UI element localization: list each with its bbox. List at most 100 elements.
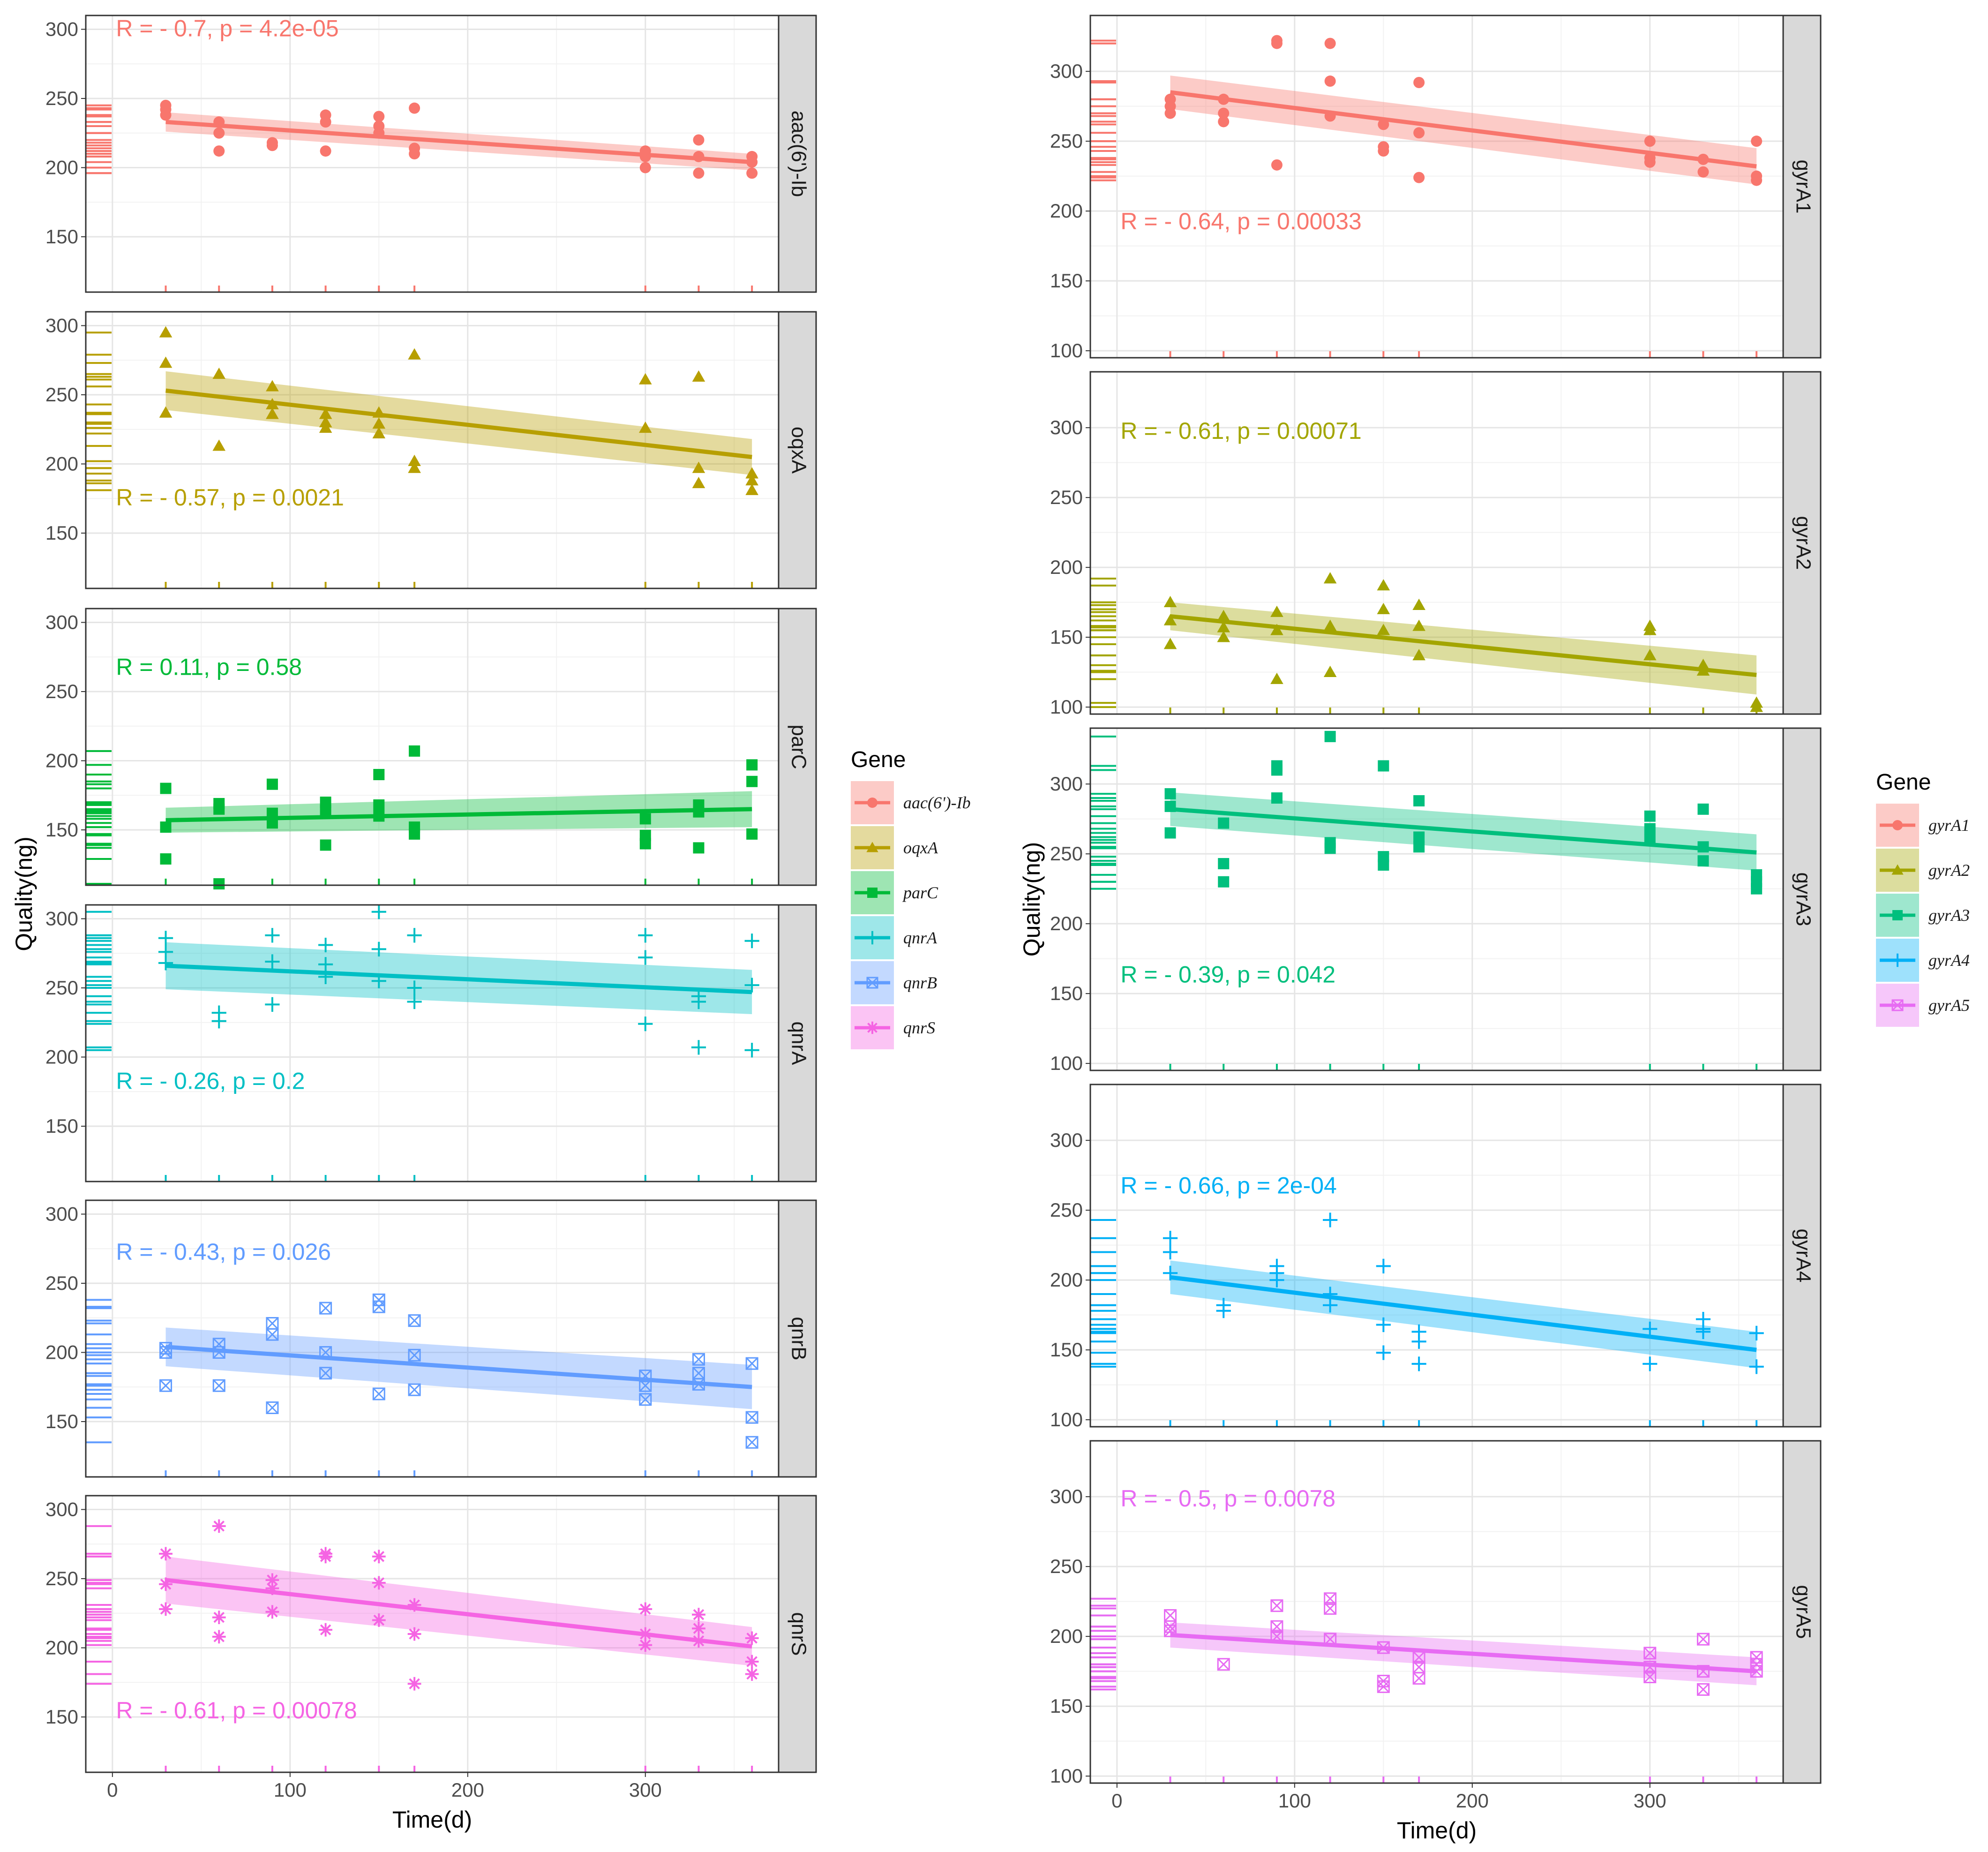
panel-background: [1090, 1084, 1783, 1427]
y-tick-label: 200: [45, 453, 78, 475]
data-point: [213, 127, 225, 139]
data-point: [638, 928, 653, 943]
legend-item-gyrA4: gyrA4: [1876, 939, 1970, 982]
facet-strip-label: aac(6')-Ib: [787, 111, 810, 197]
data-point: [372, 1613, 386, 1627]
data-point: [1270, 605, 1283, 617]
regression-line-qnrA: [165, 964, 752, 994]
facet-panel-parC: 150 200 250 300 R = 0.11, p = 0.58 parC: [45, 608, 817, 890]
correlation-annotation: R = - 0.5, p = 0.0078: [1120, 1485, 1335, 1512]
facet-strip: [778, 1199, 817, 1478]
data-point: [318, 937, 333, 953]
y-tick-label: 200: [45, 1046, 78, 1068]
data-point: [372, 417, 386, 429]
data-point: [1164, 788, 1176, 800]
y-tick-label: 300: [1050, 773, 1083, 795]
data-point: [1413, 795, 1425, 806]
facet-strip: [1782, 371, 1822, 715]
data-point: [745, 1357, 758, 1370]
data-point: [159, 1602, 173, 1616]
legend-item-gyrA3: gyrA3: [1876, 894, 1970, 937]
data-point: [265, 1605, 279, 1619]
data-point: [1377, 624, 1390, 635]
data-point: [265, 997, 280, 1012]
data-point: [318, 957, 333, 972]
data-point: [372, 427, 386, 438]
data-point: [1163, 1244, 1178, 1260]
facet-strip: [1782, 15, 1822, 359]
data-point: [1164, 827, 1176, 839]
facet-strip: [778, 608, 817, 886]
legend-key-symbol: [1891, 999, 1904, 1011]
legend-label: gyrA5: [1928, 996, 1970, 1015]
y-tick-label: 250: [1050, 486, 1083, 508]
correlation-annotation: R = 0.11, p = 0.58: [116, 654, 302, 680]
legend-label: parC: [902, 883, 938, 902]
data-point: [373, 799, 385, 811]
legend-label: qnrA: [903, 928, 938, 947]
data-point: [1217, 1658, 1230, 1671]
data-point: [1324, 38, 1336, 49]
data-point: [638, 1602, 653, 1616]
data-point: [408, 348, 421, 360]
data-point: [1376, 1258, 1391, 1273]
legend-item-gyrA2: gyrA2: [1876, 849, 1970, 892]
data-point: [265, 1581, 279, 1596]
correlation-annotation: R = - 0.57, p = 0.0021: [116, 484, 344, 511]
y-tick-label: 100: [1050, 339, 1083, 361]
legend-key-symbol: [866, 1021, 879, 1034]
facet-panel-aac(6')-Ib: 150 200 250 300 R = - 0.7, p = 4.2e-05 aac(6'…: [45, 15, 817, 293]
correlation-annotation: R = - 0.64, p = 0.00033: [1120, 208, 1361, 234]
data-point: [1643, 624, 1657, 635]
data-point: [1413, 77, 1425, 89]
legend-label: qnrB: [903, 973, 937, 992]
facet-strip-label: gyrA1: [1792, 160, 1815, 214]
regression-line-qnrS: [165, 1578, 752, 1649]
data-point: [746, 167, 758, 179]
data-point: [408, 1383, 421, 1396]
legend-item-parC: parC: [851, 871, 938, 914]
legend-key-symbol: [866, 842, 878, 852]
facet-strip-label: qnrA: [787, 1022, 810, 1066]
y-tick-label: 300: [1050, 1485, 1083, 1507]
data-point: [1164, 107, 1176, 119]
data-point: [1413, 127, 1425, 139]
y-tick-label: 200: [1050, 1625, 1083, 1647]
y-tick-label: 150: [1050, 270, 1083, 292]
data-point: [693, 842, 705, 854]
data-point: [212, 1611, 226, 1624]
data-point: [1413, 172, 1425, 183]
legend-label: gyrA3: [1928, 906, 1970, 925]
data-point: [409, 828, 420, 840]
data-point: [1323, 1212, 1338, 1227]
y-tick-label: 150: [1050, 626, 1083, 648]
data-point: [373, 769, 385, 780]
data-point: [265, 954, 280, 969]
data-point: [1697, 166, 1709, 178]
data-point: [639, 162, 651, 173]
y-tick-label: 300: [45, 1498, 78, 1521]
legend-key-symbol: [1890, 953, 1905, 967]
legend-key-symbol: [866, 977, 878, 989]
data-point: [320, 839, 331, 851]
data-point: [1218, 116, 1230, 128]
data-point: [1643, 1647, 1657, 1660]
data-point: [1218, 876, 1230, 888]
y-tick-label: 150: [45, 1706, 78, 1728]
data-point: [745, 1631, 759, 1645]
data-point: [1644, 810, 1656, 822]
data-point: [1377, 1680, 1390, 1693]
data-point: [746, 759, 758, 771]
data-point: [1217, 631, 1230, 642]
data-point: [692, 1621, 705, 1635]
data-point: [371, 941, 386, 956]
y-axis-title: Quality(ng): [1019, 842, 1045, 957]
data-point: [1324, 75, 1336, 87]
legend-item-qnrB: qnrB: [851, 961, 937, 1004]
facet-strip: [1782, 1440, 1822, 1784]
data-point: [1749, 1359, 1764, 1374]
legend-item-qnrS: qnrS: [851, 1006, 935, 1049]
data-point: [638, 422, 652, 433]
data-point: [319, 1367, 332, 1380]
y-tick-label: 250: [45, 384, 78, 406]
